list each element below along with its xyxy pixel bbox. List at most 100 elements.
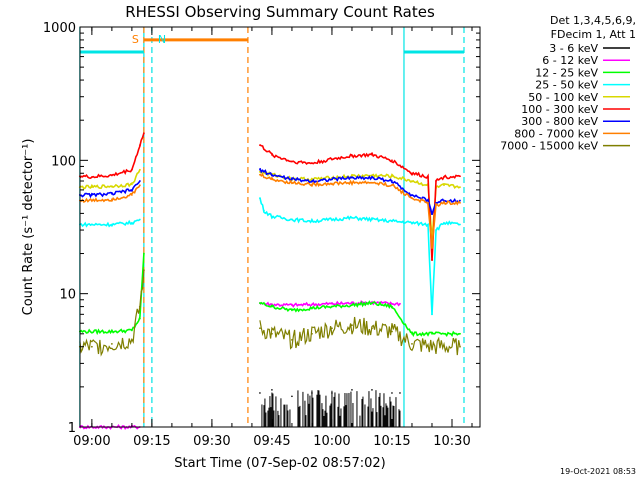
series-line <box>259 197 461 315</box>
series-0 <box>259 389 401 427</box>
data-point <box>259 168 261 171</box>
y-tick-label: 1 <box>68 421 76 436</box>
data-point <box>138 184 141 187</box>
series-7 <box>78 172 461 249</box>
data-point <box>399 302 401 305</box>
data-point <box>399 392 401 394</box>
series-line <box>259 144 461 261</box>
data-point <box>291 395 293 398</box>
data-point <box>110 193 113 195</box>
data-point <box>271 153 273 156</box>
data-point <box>90 199 93 202</box>
data-point <box>271 178 273 181</box>
x-tick-label: 10:00 <box>313 434 350 449</box>
data-point <box>331 218 333 221</box>
data-point <box>351 154 353 157</box>
data-point <box>391 302 393 305</box>
data-point <box>443 199 445 202</box>
data-point <box>371 176 373 179</box>
data-point <box>331 182 333 185</box>
data-point <box>291 160 293 163</box>
data-point <box>431 247 433 249</box>
legend: Det 1,3,4,5,6,9, FDecim 1, Att 1 3 - 6 k… <box>500 14 636 153</box>
data-point <box>459 186 461 188</box>
data-point <box>311 183 313 186</box>
data-point <box>311 220 313 223</box>
data-point <box>331 305 333 308</box>
data-point <box>391 330 393 333</box>
data-point <box>130 339 133 341</box>
y-tick-label: 10 <box>59 288 76 303</box>
data-point <box>90 194 93 196</box>
data-point <box>138 168 141 171</box>
data-point <box>435 229 437 231</box>
data-point <box>371 302 373 304</box>
data-point <box>427 176 429 178</box>
data-point <box>138 317 141 320</box>
data-point <box>391 184 393 187</box>
legend-entry-label: 7000 - 15000 keV <box>500 140 598 153</box>
legend-header-line-2: FDecim 1, Att 1 <box>551 28 636 41</box>
data-point <box>427 223 429 226</box>
data-point <box>110 185 113 188</box>
data-point <box>351 389 353 391</box>
legend-entry-label: 100 - 300 keV <box>521 103 598 116</box>
data-point <box>263 209 265 212</box>
y-axis-label: Count Rate (s⁻¹ detector⁻¹) <box>21 139 36 316</box>
data-point <box>311 332 313 335</box>
data-point <box>259 327 261 330</box>
x-axis-label: Start Time (07-Sep-02 08:57:02) <box>174 456 385 471</box>
data-point <box>459 332 461 335</box>
data-point <box>431 212 433 215</box>
data-point <box>271 332 273 335</box>
data-point <box>443 201 445 204</box>
data-point <box>431 313 433 316</box>
data-point <box>459 201 461 204</box>
series-line <box>79 253 145 336</box>
data-point <box>443 184 445 187</box>
data-point <box>311 178 313 181</box>
data-point <box>443 176 445 178</box>
data-point <box>427 201 429 204</box>
data-point <box>138 180 141 182</box>
data-point <box>110 223 113 226</box>
data-point <box>90 345 93 348</box>
data-point <box>371 389 373 391</box>
data-point <box>371 181 373 184</box>
legend-entry-label: 25 - 50 keV <box>535 79 598 92</box>
data-point <box>411 172 413 175</box>
data-point <box>110 330 113 333</box>
data-point <box>459 175 461 178</box>
data-point <box>138 144 141 147</box>
data-point <box>311 303 313 306</box>
data-point <box>271 389 273 391</box>
data-point <box>331 158 333 161</box>
plot-frame <box>79 26 481 428</box>
y-axis: 1 10 100 1000 <box>43 21 480 436</box>
data-point <box>291 309 293 312</box>
data-point <box>291 218 293 221</box>
data-point <box>110 343 113 345</box>
data-point <box>90 176 93 178</box>
series-line <box>259 172 461 249</box>
data-point <box>411 194 413 196</box>
series-8 <box>78 269 461 357</box>
data-point <box>291 178 293 181</box>
data-point <box>331 392 333 394</box>
data-point <box>271 215 273 218</box>
data-point <box>311 180 313 182</box>
x-tick-label: 10:15 <box>373 434 410 449</box>
y-tick-label: 100 <box>51 154 76 169</box>
series-line <box>259 300 401 308</box>
data-point <box>271 173 273 176</box>
annotation-s: S <box>132 33 139 46</box>
data-point <box>459 199 461 202</box>
data-point <box>271 305 273 308</box>
data-point <box>130 183 133 186</box>
series-line <box>259 300 460 338</box>
chart-title: RHESSI Observing Summary Count Rates <box>125 3 435 21</box>
data-point <box>443 221 445 224</box>
data-point <box>130 329 133 332</box>
legend-entry-label: 300 - 800 keV <box>521 115 598 128</box>
